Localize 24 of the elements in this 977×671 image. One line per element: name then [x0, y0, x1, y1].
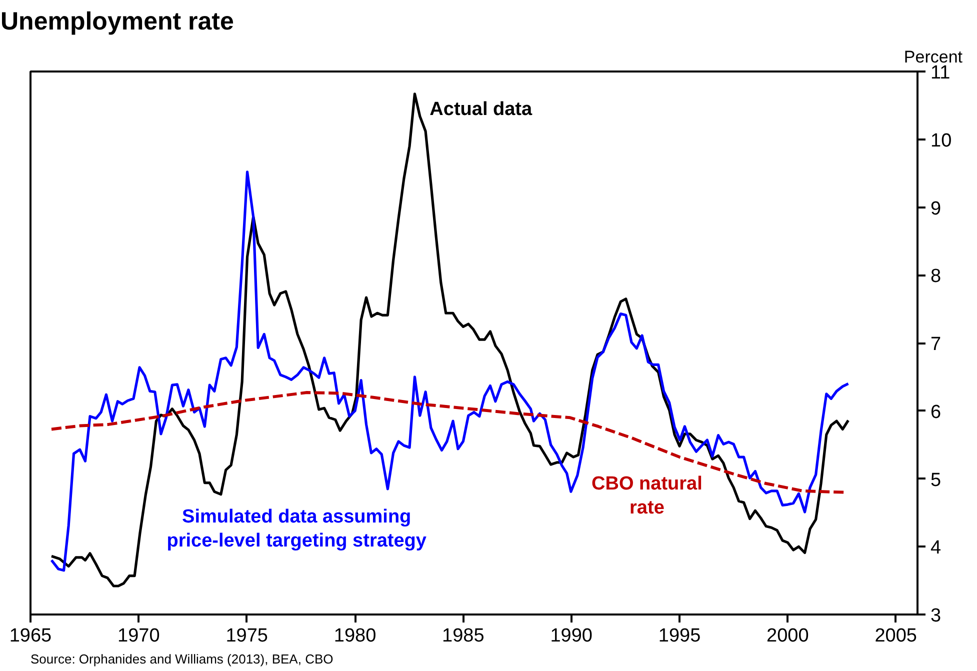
y-tick-label: 7 — [930, 334, 942, 355]
x-tick-label: 1975 — [226, 626, 268, 646]
y-tick-label: 4 — [930, 538, 942, 559]
series-label: Actual data — [430, 99, 532, 120]
y-tick-label: 6 — [930, 402, 942, 423]
y-tick-label: 8 — [930, 266, 942, 288]
series-label: CBO natural rate — [592, 474, 702, 519]
y-tick-label: 9 — [930, 198, 942, 220]
line-series — [50, 170, 850, 572]
source-note: Source: Orphanides and Williams (2013), BEA, CBO — [30, 652, 334, 666]
chart-title: Unemployment rate — [0, 8, 234, 36]
text: Simulated data assuming price-level targeting strategy — [166, 506, 427, 552]
x-tick-label: 1965 — [9, 626, 52, 646]
y-tick-label: 5 — [930, 470, 942, 491]
x-tick-label: 2005 — [874, 626, 918, 646]
x-tick-label: 2000 — [766, 626, 809, 646]
line-series — [50, 92, 850, 588]
x-tick-label: 1990 — [550, 626, 592, 646]
y-tick-label: 10 — [930, 130, 952, 152]
x-tick-label: 1995 — [658, 626, 701, 646]
x-tick-label: 1970 — [118, 626, 160, 646]
x-tick-label: 1980 — [334, 626, 376, 646]
y-tick-label: 3 — [930, 606, 942, 626]
x-tick-label: 1985 — [442, 626, 484, 646]
